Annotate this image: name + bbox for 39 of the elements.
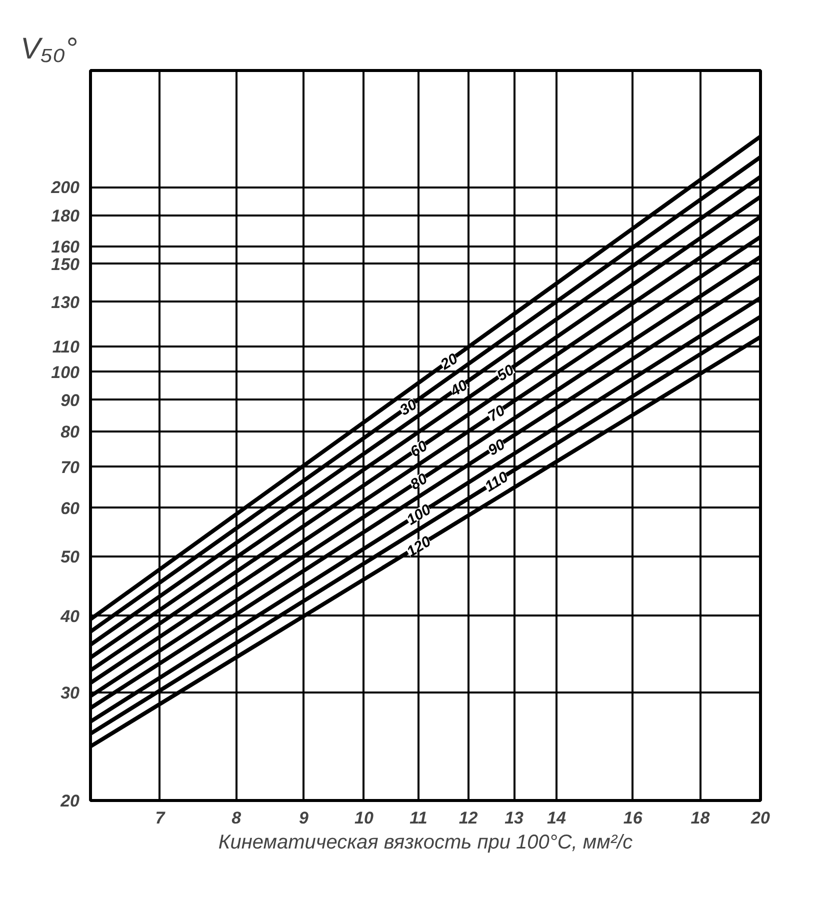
y-tick-label: 70 [60, 458, 80, 477]
x-axis-title: Кинематическая вязкость при 100°С, мм²/с [218, 832, 633, 854]
y-tick-label: 90 [60, 390, 80, 410]
x-tick-label: 20 [750, 808, 770, 828]
text: 30 [396, 396, 421, 420]
y-tick-label: 40 [60, 606, 80, 626]
y-tick-label: 110 [52, 337, 80, 356]
x-tick-label: 8 [232, 808, 242, 828]
text: 20 [436, 350, 462, 374]
text: 120 [404, 532, 435, 561]
y-tick-label: 130 [51, 292, 80, 312]
text: 110 [482, 468, 512, 496]
text: 50 [494, 361, 518, 385]
y-tick-label: 150 [51, 254, 80, 274]
y-tick-label: 60 [60, 498, 80, 518]
text: 100 [404, 500, 435, 529]
x-tick-label: 7 [155, 808, 166, 828]
text: 60 [407, 437, 432, 461]
x-tick-label: 9 [298, 808, 309, 828]
y-axis-title: V₅₀° [20, 32, 78, 66]
y-tick-label: 200 [50, 178, 80, 198]
y-tick-label: 80 [60, 422, 80, 442]
y-tick-label: 20 [60, 792, 80, 810]
y-tick-label: 180 [51, 206, 80, 226]
text: 40 [446, 376, 472, 401]
text: 70 [485, 402, 509, 426]
x-tick-label: 16 [623, 808, 643, 828]
y-tick-label: 100 [51, 362, 80, 382]
x-tick-label: 18 [690, 808, 710, 828]
x-tick-label: 10 [354, 808, 374, 828]
y-tick-label: 50 [60, 547, 80, 566]
x-tick-label: 14 [547, 808, 566, 828]
x-tick-label: 11 [410, 808, 428, 828]
y-tick-label: 30 [60, 684, 80, 703]
x-tick-label: 12 [458, 808, 478, 828]
y-tick-label: 160 [51, 238, 80, 257]
text: 90 [485, 436, 509, 460]
x-tick-label: 13 [504, 808, 524, 828]
text: 80 [407, 470, 432, 494]
